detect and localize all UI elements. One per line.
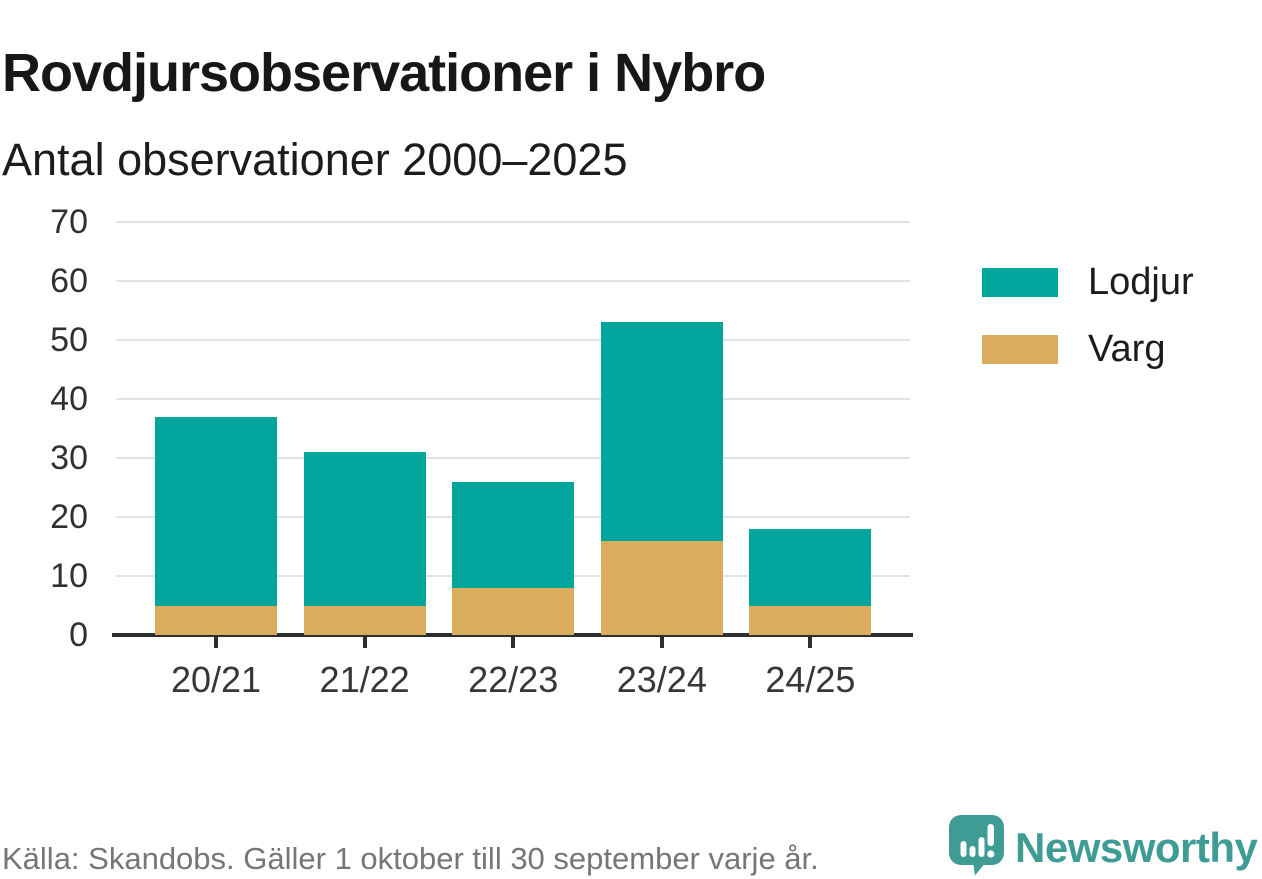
plot-area: 0 10 20 30 40 50 60 70 20/21 21/22 22/23 23/24 24/25 [50, 203, 913, 700]
gridline-y70 [116, 221, 910, 223]
y-axis-tick-label: 50 [50, 321, 88, 359]
page-title: Rovdjursobservationer i Nybro [2, 43, 766, 104]
bar-segment-varg [155, 605, 277, 635]
bar-segment-lodjur [303, 452, 426, 606]
gridline-y50 [116, 339, 910, 341]
gridline-y60 [116, 280, 910, 282]
x-axis-tick-label: 20/21 [170, 659, 262, 700]
chart-subtitle: Antal observationer 2000–2025 [2, 134, 628, 185]
brand-footer: Newsworthy [948, 814, 1260, 879]
bar-segment-lodjur [155, 416, 277, 606]
bar-20-21 [155, 416, 277, 635]
bar-segment-lodjur [600, 322, 723, 541]
legend-label: Lodjur [1088, 261, 1194, 303]
bar-23-24 [600, 322, 723, 635]
bar-24-25 [749, 528, 872, 635]
gridline-y40 [116, 398, 910, 400]
x-axis-tick-label: 23/24 [616, 659, 707, 700]
x-axis-tick [362, 637, 367, 648]
bar-21-22 [303, 452, 426, 635]
legend: Lodjur Varg [982, 262, 1194, 369]
x-axis-tick-label: 24/25 [765, 659, 856, 700]
y-axis-tick-label: 70 [50, 203, 88, 241]
legend-swatch-lodjur [982, 267, 1058, 297]
source-note: Källa: Skandobs. Gäller 1 oktober till 3… [2, 841, 819, 876]
bar-22-23 [452, 481, 575, 635]
x-axis-tick [808, 637, 813, 648]
y-axis-tick-label: 20 [50, 498, 88, 536]
x-axis-line [112, 633, 913, 637]
x-axis-tick [659, 637, 664, 648]
legend-swatch-varg [982, 334, 1058, 364]
bar-segment-varg [749, 605, 872, 635]
bar-segment-lodjur [452, 481, 575, 588]
gridline-y30 [116, 457, 910, 459]
newsworthy-logo-icon [948, 814, 1005, 879]
bar-segment-varg [600, 540, 723, 635]
y-axis-tick-label: 30 [50, 439, 88, 477]
y-axis-tick-label: 0 [69, 616, 88, 654]
legend-item-varg: Varg [982, 329, 1194, 369]
y-axis-tick-label: 10 [50, 557, 88, 595]
legend-label: Varg [1088, 328, 1166, 370]
bar-segment-lodjur [749, 528, 872, 606]
x-axis-tick [214, 637, 218, 648]
x-axis-tick [511, 637, 516, 648]
x-axis-tick-label: 21/22 [319, 659, 410, 700]
brand-name: Newsworthy [1015, 823, 1258, 871]
legend-item-lodjur: Lodjur [982, 262, 1194, 302]
y-axis-tick-label: 60 [50, 262, 88, 300]
x-axis-tick-label: 22/23 [468, 659, 559, 700]
bar-segment-varg [452, 587, 575, 635]
bar-segment-varg [303, 605, 426, 635]
y-axis-tick-label: 40 [50, 380, 88, 418]
